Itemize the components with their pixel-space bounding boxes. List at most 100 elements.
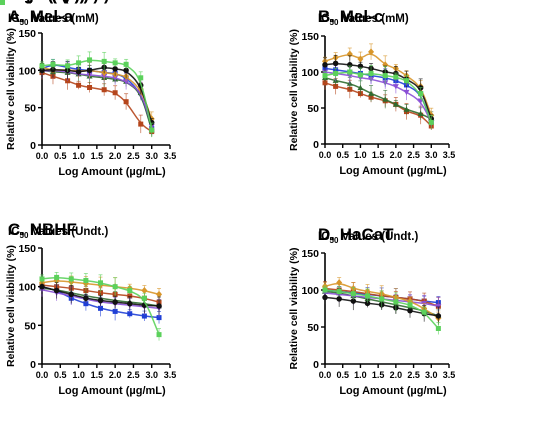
data-point bbox=[76, 60, 82, 66]
y-axis-label: Relative cell viability (%) bbox=[5, 245, 17, 367]
data-point bbox=[65, 63, 71, 69]
data-point bbox=[333, 83, 339, 89]
x-tick-label: 3.5 bbox=[164, 370, 177, 380]
x-tick-label: 3.0 bbox=[425, 370, 438, 380]
series-curve bbox=[324, 77, 432, 120]
data-point bbox=[382, 73, 388, 79]
data-point bbox=[53, 287, 60, 294]
data-point bbox=[141, 295, 147, 301]
legend-title-subscript: 50 bbox=[20, 231, 29, 240]
x-axis-label: Log Amount (µg/mL) bbox=[339, 165, 447, 177]
series-curve bbox=[324, 71, 432, 123]
legend-label: TMBPD bbox=[0, 0, 57, 4]
data-point bbox=[350, 298, 357, 304]
data-point bbox=[138, 75, 144, 81]
data-point bbox=[392, 84, 399, 90]
data-point bbox=[123, 61, 129, 67]
legend-label: AZ (1118) bbox=[0, 0, 70, 4]
x-tick-label: 2.0 bbox=[390, 150, 403, 160]
y-tick-label: 100 bbox=[301, 285, 319, 297]
x-tick-label: 3.5 bbox=[164, 151, 177, 161]
chart-panel-2: B. Mel-c 0 50 100 150 0.0 0.5 1.0 1.5 2.0 2.5 3.0 3.… bbox=[0, 0, 455, 177]
data-point bbox=[54, 274, 60, 280]
x-tick-label: 1.0 bbox=[354, 150, 367, 160]
legend-label: AZ bbox=[0, 0, 22, 4]
legend-item-az: AZ (1118) bbox=[0, 0, 70, 4]
data-point bbox=[156, 290, 163, 298]
series-zingerone bbox=[322, 285, 441, 335]
data-point bbox=[368, 90, 375, 96]
legend-item-zingerone: Zingerone bbox=[0, 0, 77, 5]
x-tick-label: 0.0 bbox=[36, 370, 49, 380]
series-curve bbox=[324, 82, 432, 127]
legend-title-rest: Values (Undt.) bbox=[28, 226, 108, 238]
x-tick-label: 2.5 bbox=[127, 370, 140, 380]
data-point bbox=[123, 67, 129, 74]
y-tick-label: 50 bbox=[307, 322, 319, 334]
x-tick-label: 2.5 bbox=[407, 150, 420, 160]
data-point bbox=[138, 121, 144, 127]
x-tick-label: 1.5 bbox=[91, 151, 104, 161]
chart-title: C. NBHF bbox=[8, 220, 77, 239]
legend-item-tmbpd: TMBPD bbox=[0, 0, 57, 4]
x-tick-label: 1.0 bbox=[354, 370, 367, 380]
data-point bbox=[403, 89, 410, 96]
data-point bbox=[50, 66, 56, 73]
data-point bbox=[421, 309, 427, 315]
data-point bbox=[156, 303, 162, 309]
legend-item-tmbpd: TMBPD bbox=[0, 0, 57, 4]
legend-title: IC50 Values (mM) bbox=[318, 13, 409, 27]
y-tick-label: 0 bbox=[313, 359, 319, 371]
x-tick-label: 3.5 bbox=[443, 150, 456, 160]
data-point bbox=[322, 294, 328, 301]
legend-label: VAAE (120) bbox=[0, 0, 85, 4]
data-point bbox=[123, 99, 129, 105]
data-point bbox=[403, 78, 409, 84]
data-point bbox=[393, 74, 399, 80]
data-point bbox=[112, 60, 118, 66]
y-tick-label: 50 bbox=[24, 320, 36, 332]
x-axis-label: Log Amount (µg/mL) bbox=[58, 166, 166, 178]
data-point bbox=[83, 301, 89, 307]
data-point bbox=[39, 63, 45, 69]
data-point bbox=[379, 296, 385, 302]
data-point bbox=[127, 300, 133, 307]
legend-label: TMBPD (785) bbox=[0, 0, 99, 4]
data-point bbox=[336, 296, 342, 302]
data-point bbox=[68, 291, 75, 298]
series-curve bbox=[41, 59, 153, 131]
legend-label: MBPD bbox=[0, 0, 47, 4]
legend-title: IC50 Values (Undt.) bbox=[318, 231, 418, 245]
data-point bbox=[112, 66, 118, 72]
data-point bbox=[428, 119, 434, 125]
legend-label: DMBPD (1585) bbox=[0, 0, 109, 4]
data-point bbox=[357, 55, 364, 63]
y-tick-label: 150 bbox=[301, 31, 319, 43]
legend-title-subscript: 50 bbox=[330, 236, 339, 245]
data-point bbox=[141, 313, 147, 319]
x-tick-label: 2.0 bbox=[109, 370, 122, 380]
x-tick-label: 0.5 bbox=[336, 370, 349, 380]
series-curve bbox=[41, 71, 153, 133]
y-tick-label: 0 bbox=[30, 359, 36, 371]
legend-label: TMBPD bbox=[0, 0, 57, 4]
y-tick-label: 0 bbox=[313, 139, 319, 151]
data-point bbox=[333, 70, 339, 76]
y-tick-label: 100 bbox=[18, 282, 36, 294]
data-point bbox=[112, 299, 118, 305]
y-tick-label: 100 bbox=[301, 67, 319, 79]
data-point bbox=[156, 332, 162, 338]
data-point bbox=[368, 48, 375, 56]
legend-label: MBPD bbox=[0, 0, 47, 4]
legend-item-tmbpd: TMBPD (785) bbox=[0, 0, 99, 4]
legend-swatch-marker bbox=[0, 0, 5, 5]
legend-title: IC50 Values (mM) bbox=[8, 13, 99, 27]
data-point bbox=[76, 82, 82, 88]
y-tick-label: 150 bbox=[301, 248, 319, 260]
series-curve bbox=[41, 67, 153, 123]
y-tick-label: 50 bbox=[24, 103, 36, 115]
x-tick-label: 1.5 bbox=[372, 150, 385, 160]
y-tick-label: 0 bbox=[30, 140, 36, 152]
y-axis-label: Relative cell viability (%) bbox=[288, 29, 300, 151]
legend-title: IC50 Values (Undt.) bbox=[8, 226, 108, 240]
